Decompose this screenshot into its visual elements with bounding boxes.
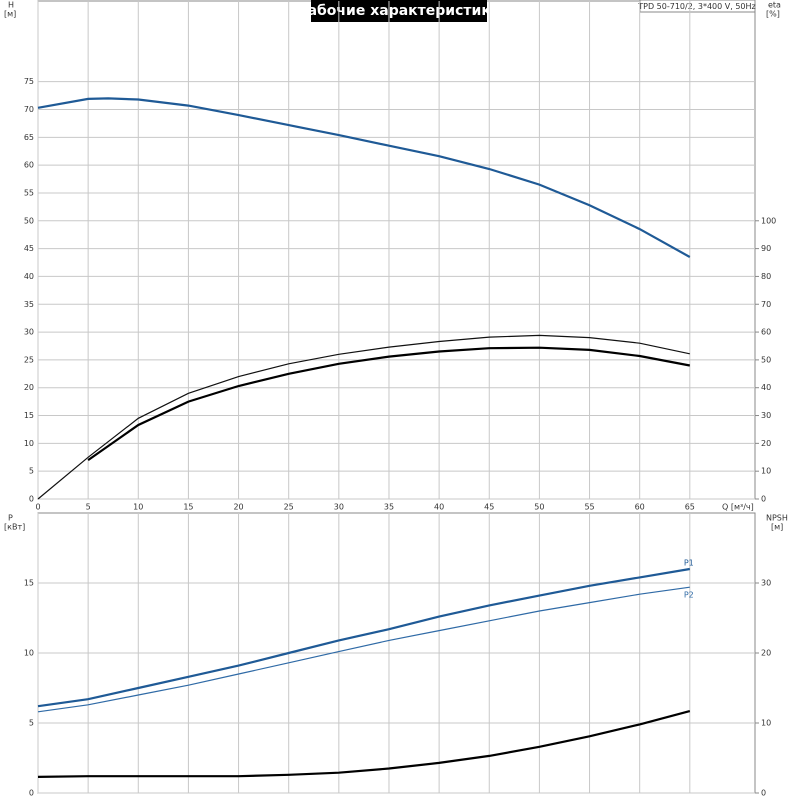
y2-tick-label: 0 <box>761 495 766 504</box>
x-tick-label: 15 <box>183 503 193 512</box>
y2-tick-label: 10 <box>761 467 771 476</box>
x-tick-label: 25 <box>284 503 294 512</box>
x-tick-label: 40 <box>434 503 444 512</box>
series-line <box>87 346 691 462</box>
series-line <box>37 567 690 708</box>
y-tick-label: 20 <box>24 383 34 392</box>
y-tick-label: 75 <box>24 77 34 86</box>
y-label: P <box>8 514 13 523</box>
y2-tick-label: 100 <box>761 216 776 225</box>
y-tick-label: 55 <box>24 188 34 197</box>
series-line <box>37 97 691 258</box>
x-tick-label: 5 <box>86 503 91 512</box>
y2-tick-label: 30 <box>761 579 771 588</box>
y2-tick-label: 60 <box>761 328 771 337</box>
y-tick-label: 15 <box>24 579 34 588</box>
chart-title: Рабочие характеристики <box>297 3 500 19</box>
x-tick-label: 45 <box>484 503 494 512</box>
y-tick-label: 45 <box>24 244 34 253</box>
y2-tick-label: 70 <box>761 300 771 309</box>
x-tick-label: 50 <box>534 503 544 512</box>
x-tick-label: 30 <box>334 503 344 512</box>
y2-tick-label: 10 <box>761 719 771 728</box>
y2-tick-label: 80 <box>761 272 771 281</box>
y-tick-label: 0 <box>29 789 34 798</box>
y-unit: [м] <box>4 10 16 19</box>
x-tick-label: 60 <box>635 503 645 512</box>
x-tick-label: 35 <box>384 503 394 512</box>
x-label: Q [м³/ч] <box>722 503 754 512</box>
chart-subtitle: TPD 50-710/2, 3*400 V, 50Hz <box>637 2 755 11</box>
y-tick-label: 10 <box>24 439 34 448</box>
y-tick-label: 40 <box>24 272 34 281</box>
y-tick-label: 25 <box>24 355 34 364</box>
y-tick-label: 65 <box>24 133 34 142</box>
title-box <box>311 0 487 22</box>
y-tick-label: 60 <box>24 161 34 170</box>
y-tick-label: 35 <box>24 300 34 309</box>
x-tick-label: 20 <box>233 503 243 512</box>
series-label: P1 <box>684 559 694 568</box>
y2-tick-label: 0 <box>761 789 766 798</box>
y-tick-label: 10 <box>24 649 34 658</box>
y-tick-label: 5 <box>29 467 34 476</box>
y2-label: eta <box>768 1 781 10</box>
y2-unit: [м] <box>771 523 783 532</box>
y-tick-label: 50 <box>24 216 34 225</box>
series-line <box>37 710 691 778</box>
y-label: H <box>8 1 14 10</box>
y2-tick-label: 20 <box>761 439 771 448</box>
x-tick-label: 0 <box>35 503 40 512</box>
y2-tick-label: 20 <box>761 649 771 658</box>
y2-unit: [%] <box>766 10 780 19</box>
y-unit: [кВт] <box>4 523 25 532</box>
x-tick-label: 10 <box>133 503 143 512</box>
y2-tick-label: 40 <box>761 383 771 392</box>
x-tick-label: 55 <box>584 503 594 512</box>
y2-tick-label: 50 <box>761 355 771 364</box>
series-label: P2 <box>684 591 694 600</box>
y2-tick-label: 90 <box>761 244 771 253</box>
x-tick-label: 65 <box>685 503 695 512</box>
y2-label: NPSH <box>766 514 788 523</box>
y-tick-label: 30 <box>24 328 34 337</box>
series-line <box>37 334 690 500</box>
y-tick-label: 70 <box>24 105 34 114</box>
y-tick-label: 15 <box>24 411 34 420</box>
y-tick-label: 5 <box>29 719 34 728</box>
series-line <box>37 586 690 713</box>
y2-tick-label: 30 <box>761 411 771 420</box>
y-tick-label: 0 <box>29 495 34 504</box>
